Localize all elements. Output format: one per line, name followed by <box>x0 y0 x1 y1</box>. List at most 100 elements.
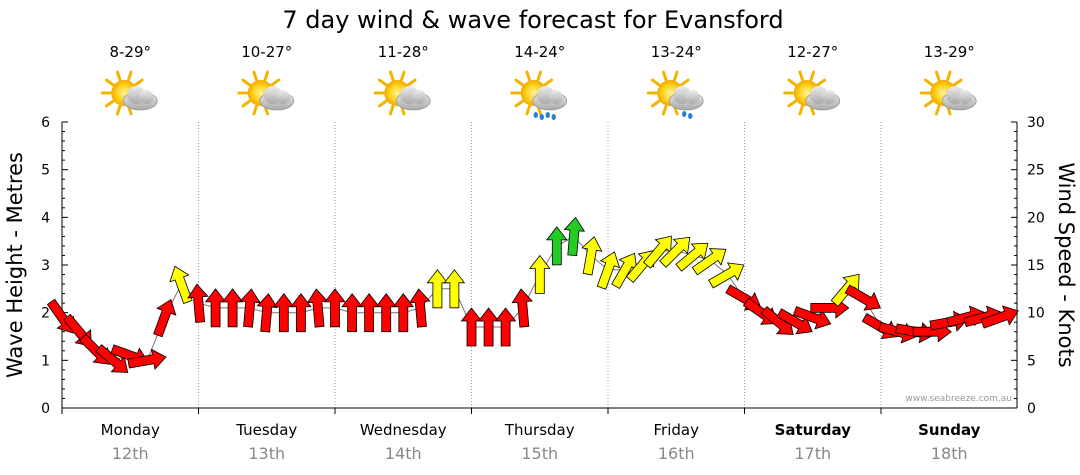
wind-arrow-shape <box>596 251 621 290</box>
wind-arrow <box>659 236 691 268</box>
wind-arrow-shape <box>581 236 603 276</box>
right-tick-label: 5 <box>1027 353 1036 369</box>
wind-arrow-shape <box>127 348 167 370</box>
sun-ray <box>388 70 395 82</box>
sun-ray <box>787 78 797 87</box>
sun-ray <box>816 78 827 87</box>
day-name-label: Sunday <box>918 421 981 439</box>
wind-arrow-shape <box>675 242 709 272</box>
sun-ray <box>934 104 941 116</box>
wind-arrow <box>494 307 517 347</box>
right-tick-label: 30 <box>1027 115 1045 131</box>
sun-ray <box>377 78 388 87</box>
sun-ray <box>934 70 941 82</box>
rain-drop <box>688 113 693 119</box>
credit-text: www.seabreeze.com.au <box>905 394 1012 404</box>
wind-arrow <box>581 236 603 276</box>
day-temperature: 11-28° <box>378 43 429 61</box>
day-date-label: 12th <box>112 444 149 463</box>
wind-arrow-shape <box>324 288 346 328</box>
right-tick-label: 0 <box>1027 401 1036 417</box>
sun-ray <box>661 104 668 116</box>
cloud-puff <box>139 90 154 104</box>
sun-ray <box>115 104 122 116</box>
left-tick-label: 6 <box>41 115 50 131</box>
wind-arrow <box>239 288 261 328</box>
cloud-puff <box>412 90 427 104</box>
wind-arrow <box>290 293 312 333</box>
wind-arrow-shape <box>511 288 533 328</box>
left-tick-label: 4 <box>41 210 50 226</box>
rain-drop <box>551 114 556 120</box>
cloud-puff <box>821 90 836 104</box>
wind-arrow <box>844 284 881 311</box>
wind-arrow-shape <box>563 216 586 257</box>
wind-arrow <box>169 265 193 305</box>
cloud-puff <box>275 90 290 104</box>
day-name-label: Monday <box>101 421 160 439</box>
wind-arrow <box>221 288 244 328</box>
sun-ray <box>953 78 963 87</box>
sun-ray <box>252 104 258 116</box>
chart-title: 7 day wind & wave forecast for Evansford <box>282 6 783 34</box>
day-name-label: Tuesday <box>235 421 297 439</box>
day-date-label: 13th <box>248 444 285 463</box>
day-temperature: 14-24° <box>514 43 565 61</box>
right-tick-label: 10 <box>1027 306 1045 322</box>
sun-ray <box>946 70 952 82</box>
wind-arrow <box>563 216 586 257</box>
sun-ray <box>270 78 281 87</box>
sun-ray <box>798 104 804 116</box>
wind-arrow-shape <box>169 265 193 305</box>
left-tick-label: 0 <box>41 401 50 417</box>
wind-arrow-shape <box>659 236 691 268</box>
wind-arrow <box>980 305 1019 329</box>
wind-arrow-shape <box>691 248 727 276</box>
day-temperature: 8-29° <box>109 43 151 61</box>
wind-arrow <box>596 251 621 290</box>
wind-arrow-shape <box>980 305 1019 329</box>
sun-ray <box>514 99 524 108</box>
wind-arrow-shape <box>545 226 568 266</box>
left-tick-label: 5 <box>41 163 50 179</box>
right-tick-label: 15 <box>1027 258 1045 274</box>
partly-cloudy-icon <box>783 70 841 116</box>
sun-ray <box>809 70 816 82</box>
wind-arrow <box>528 254 551 294</box>
wind-arrow <box>708 262 745 289</box>
sun-ray <box>115 70 122 82</box>
wind-arrow-shape <box>409 288 431 328</box>
day-name-label: Friday <box>654 421 700 439</box>
wind-arrow-shape <box>256 293 279 333</box>
left-tick-label: 3 <box>41 258 50 274</box>
rain-drop <box>533 112 538 118</box>
sun-ray <box>104 99 115 108</box>
sun-ray <box>127 70 133 82</box>
sun-ray <box>241 78 251 87</box>
wind-arrow <box>409 288 431 328</box>
daily-temperatures: 8-29° 10-27° 11-28° 14-24° 13-24° 12-27° 13-29… <box>109 43 974 61</box>
sun-ray <box>104 78 115 87</box>
light-showers-icon <box>646 70 704 119</box>
day-temperature: 13-24° <box>651 43 702 61</box>
day-date-label: 15th <box>521 444 558 463</box>
day-date-label: 16th <box>658 444 695 463</box>
wind-arrow-shape <box>221 288 244 328</box>
left-axis-label: Wave Height - Metres <box>3 152 27 378</box>
weather-icons <box>100 70 977 120</box>
rain-drop <box>539 114 544 120</box>
wind-arrow <box>324 288 346 328</box>
wind-arrow-shape <box>290 293 312 333</box>
sun-ray <box>650 99 661 108</box>
sun-ray <box>514 78 524 87</box>
wind-arrow-shape <box>708 262 745 289</box>
rain-drop <box>682 111 687 117</box>
left-tick-label: 1 <box>41 353 50 369</box>
partly-cloudy-icon <box>100 70 158 116</box>
wind-arrows <box>46 216 1019 373</box>
day-name-label: Wednesday <box>360 421 447 439</box>
right-axis-label: Wind Speed - Knots <box>1054 162 1078 367</box>
right-tick-label: 20 <box>1027 210 1045 226</box>
sun-ray <box>923 78 934 87</box>
wind-arrow <box>675 242 709 272</box>
